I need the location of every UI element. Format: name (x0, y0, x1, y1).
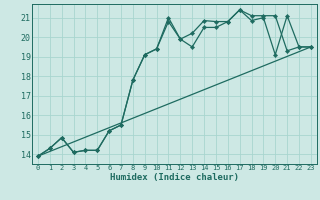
X-axis label: Humidex (Indice chaleur): Humidex (Indice chaleur) (110, 173, 239, 182)
